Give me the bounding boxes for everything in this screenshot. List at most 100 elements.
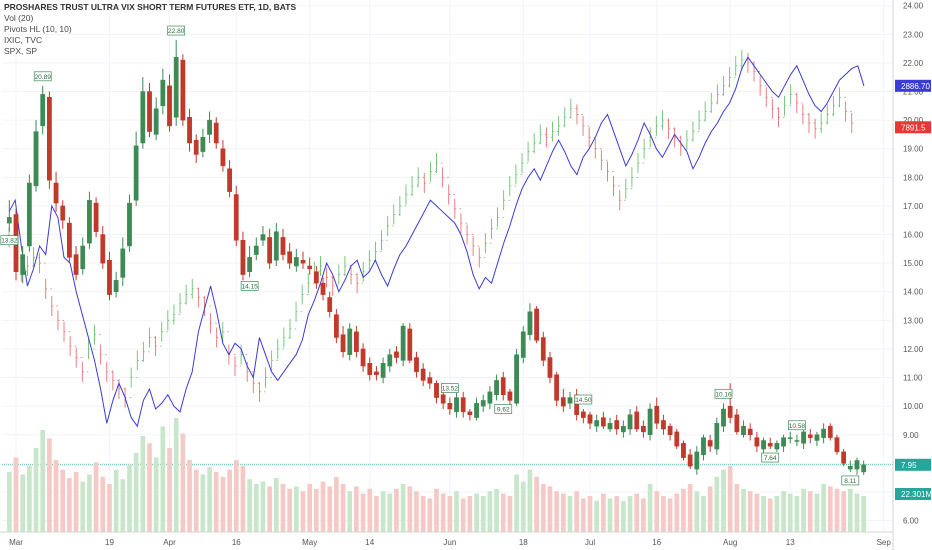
candle-body: [187, 117, 192, 144]
candle-body: [774, 443, 780, 450]
volume-bar: [507, 496, 513, 532]
volume-bar: [414, 491, 419, 532]
candle-body: [460, 397, 466, 413]
candle-body: [133, 145, 139, 201]
volume-bar: [594, 500, 600, 532]
price-tick-label: 21.00: [903, 88, 924, 97]
candle-body: [407, 328, 413, 361]
spx-compare-label[interactable]: SPX, SP: [4, 46, 38, 56]
volume-bar: [794, 496, 800, 532]
volume-bar: [454, 491, 459, 532]
volume-bar: [581, 498, 586, 532]
candle-body: [600, 417, 606, 427]
volume-bar: [601, 493, 606, 532]
candle-body: [200, 137, 206, 152]
volume-indicator-label[interactable]: Vol (20): [4, 13, 34, 23]
ixic-compare-label[interactable]: IXIC, TVC: [4, 35, 43, 45]
volume-bar: [654, 491, 660, 532]
volume-bar: [607, 498, 613, 532]
volume-bar: [47, 438, 52, 532]
volume-bar: [834, 488, 840, 532]
ixic-price-badge-bg: [895, 121, 931, 134]
price-tick-label: 17.00: [903, 202, 924, 211]
volume-bar: [7, 472, 12, 532]
candle-body: [293, 257, 299, 267]
time-tick-label: Apr: [163, 538, 176, 547]
volume-bar: [514, 474, 519, 532]
volume-bar: [233, 460, 239, 532]
volume-bar: [627, 496, 633, 532]
candle-body: [747, 428, 753, 436]
candle-body: [861, 464, 867, 473]
spx-price-badge: 2886.70: [901, 82, 930, 91]
candle-body: [140, 91, 146, 144]
candle-body: [527, 311, 533, 335]
candle-body: [681, 443, 686, 458]
volume-bar: [814, 493, 820, 532]
candle-body: [347, 328, 353, 355]
volume-bar: [434, 488, 439, 532]
volume-bar: [547, 486, 553, 532]
candle-body: [587, 414, 593, 424]
candle-body: [427, 377, 433, 384]
candle-body: [807, 434, 813, 438]
volume-bar: [53, 460, 59, 532]
candle-body: [614, 420, 620, 430]
volume-bar: [520, 481, 526, 532]
candle-body: [494, 380, 499, 395]
pivot-label: 10.16: [715, 391, 732, 398]
price-tick-label: 9.00: [903, 431, 919, 440]
candle-body: [387, 354, 393, 367]
candle-body: [420, 368, 426, 381]
volume-bar: [614, 496, 620, 532]
candle-body: [594, 420, 600, 427]
volume-bar: [641, 498, 646, 532]
pivots-indicator-label[interactable]: Pivots HL (10, 10): [4, 24, 72, 34]
volume-bar: [180, 433, 186, 532]
volume-bar: [13, 457, 19, 532]
candle-body: [794, 440, 800, 442]
candle-body: [320, 282, 326, 295]
pivot-label-box: [167, 25, 186, 36]
candle-body: [247, 257, 253, 272]
ixic-price-badge: 7891.5: [901, 123, 926, 132]
candle-body: [707, 440, 713, 447]
candle-body: [647, 408, 653, 436]
time-tick-label: May: [302, 538, 317, 547]
candle-body: [821, 428, 827, 438]
symbol-title[interactable]: PROSHARES TRUST ULTRA VIX SHORT TERM FUT…: [4, 2, 297, 12]
candle-body: [180, 59, 186, 121]
candle-body: [26, 182, 32, 247]
time-tick-label: Aug: [723, 538, 737, 547]
candle-body: [153, 108, 159, 135]
candle-body: [727, 405, 733, 418]
candle-body: [67, 222, 72, 258]
volume-bar: [287, 488, 292, 532]
candle-body: [500, 377, 506, 395]
pivot-label-box: [33, 71, 52, 82]
candle-body: [580, 411, 586, 418]
volume-bar: [273, 478, 279, 532]
overlay-series: [7, 50, 865, 428]
volume-bar: [420, 496, 426, 532]
pivot-label-box: [788, 420, 806, 431]
candle-body: [80, 245, 86, 270]
pivot-label-box: [761, 452, 780, 463]
price-tick-label: 18.00: [903, 173, 924, 182]
volume-bar: [320, 481, 326, 532]
candle-body: [487, 391, 493, 404]
candle-body: [173, 56, 179, 118]
pivot-label-box: [240, 281, 259, 291]
volume-bar: [534, 476, 539, 532]
volume-bar: [407, 486, 413, 532]
volume-bar: [694, 491, 700, 532]
volume-bar: [227, 469, 232, 532]
candle-body: [213, 122, 219, 144]
price-tick-label: 15.00: [903, 259, 924, 268]
candle-body: [267, 237, 273, 264]
volume-bar: [560, 493, 566, 532]
candle-body: [534, 308, 540, 341]
volume-bar: [380, 491, 386, 532]
pivot-label: 9.62: [497, 406, 510, 413]
